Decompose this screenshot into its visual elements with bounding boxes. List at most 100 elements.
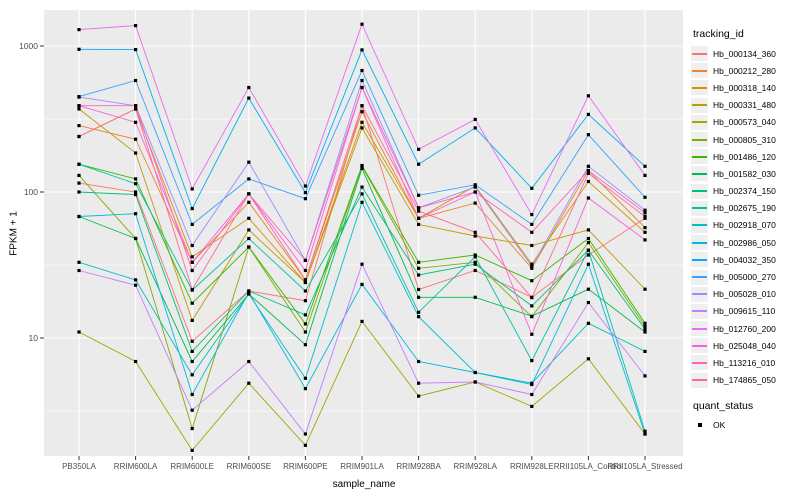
series-line-swatch-icon xyxy=(692,86,707,89)
legend-item-Hb_005000_270: Hb_005000_270 xyxy=(691,268,799,285)
x-tick-label: RRIM928LE xyxy=(510,462,554,471)
data-point xyxy=(473,380,477,384)
data-point xyxy=(417,260,421,264)
legend-item-Hb_000805_310: Hb_000805_310 xyxy=(691,131,799,148)
data-point xyxy=(530,213,534,217)
legend-key xyxy=(691,338,708,354)
data-point xyxy=(303,330,307,334)
data-point xyxy=(530,186,534,190)
data-point xyxy=(530,392,534,397)
data-point xyxy=(586,179,590,184)
data-point xyxy=(530,404,534,408)
data-point xyxy=(303,268,307,273)
data-point xyxy=(473,117,477,121)
data-point xyxy=(473,370,477,375)
legend-item-Hb_001486_120: Hb_001486_120 xyxy=(691,148,799,165)
legend-key xyxy=(691,132,708,148)
data-point xyxy=(190,339,194,343)
data-point xyxy=(417,222,421,226)
legend-item-label: Hb_174865_050 xyxy=(713,375,776,386)
data-point xyxy=(247,290,251,295)
data-point xyxy=(586,241,590,245)
data-point xyxy=(303,289,307,293)
legend-key xyxy=(691,97,708,113)
legend-key xyxy=(691,63,708,79)
series-line-swatch-icon xyxy=(692,258,707,261)
legend: tracking_id Hb_000134_360 Hb_000212_280 Hb… xyxy=(691,28,799,434)
data-point xyxy=(77,181,81,185)
data-point xyxy=(530,359,534,363)
legend-item-quant-ok: OK xyxy=(691,417,799,434)
data-point xyxy=(530,264,534,268)
legend-key xyxy=(691,321,708,337)
data-point xyxy=(643,216,647,220)
data-point xyxy=(643,214,647,219)
data-point xyxy=(360,110,364,114)
data-point xyxy=(473,262,477,266)
legend-key xyxy=(691,355,708,371)
data-point xyxy=(190,268,194,273)
data-point xyxy=(360,48,364,52)
data-point xyxy=(417,359,421,364)
data-point xyxy=(530,222,534,226)
series-line-swatch-icon xyxy=(692,69,707,72)
data-point xyxy=(134,48,138,52)
data-point xyxy=(134,151,138,155)
data-point xyxy=(303,280,307,285)
legend-item-label: Hb_025048_040 xyxy=(713,340,776,351)
data-point xyxy=(417,216,421,220)
data-point xyxy=(473,201,477,205)
data-point xyxy=(134,359,138,364)
legend-key xyxy=(691,183,708,199)
data-point xyxy=(77,104,81,108)
data-point xyxy=(473,230,477,234)
data-point xyxy=(473,183,477,187)
data-point xyxy=(190,448,194,452)
x-tick-label: RRIM600SE xyxy=(227,462,271,471)
series-line-swatch-icon xyxy=(692,155,707,158)
plot-panel xyxy=(44,10,683,456)
legend-key xyxy=(691,217,708,233)
data-point xyxy=(530,304,534,308)
legend-item-label: Hb_113216_010 xyxy=(713,357,776,368)
data-point xyxy=(247,96,251,100)
legend-quant-title: quant_status xyxy=(693,399,754,412)
legend-item-label: Hb_002918_070 xyxy=(713,220,776,231)
data-point xyxy=(417,310,421,314)
data-point xyxy=(303,376,307,380)
data-point xyxy=(303,299,307,303)
data-point xyxy=(417,162,421,166)
data-point xyxy=(530,279,534,283)
data-point xyxy=(247,236,251,241)
data-point xyxy=(360,166,364,170)
legend-item-label: Hb_002374_150 xyxy=(713,186,776,197)
data-point xyxy=(643,324,647,328)
data-point xyxy=(586,253,590,257)
legend-item-Hb_113216_010: Hb_113216_010 xyxy=(691,354,799,371)
data-point xyxy=(417,266,421,270)
data-point xyxy=(586,228,590,232)
data-point xyxy=(586,169,590,173)
series-line-swatch-icon xyxy=(692,310,707,313)
y-tick-label: 10 xyxy=(29,333,39,343)
data-point xyxy=(643,374,647,378)
data-point xyxy=(77,260,81,264)
legend-key xyxy=(691,149,708,165)
data-point xyxy=(586,196,590,200)
data-point xyxy=(643,330,647,334)
data-point xyxy=(643,349,647,353)
data-point xyxy=(247,192,251,196)
legend-item-label: OK xyxy=(713,420,726,431)
data-point xyxy=(643,164,647,168)
data-point xyxy=(473,190,477,194)
data-point xyxy=(134,182,138,186)
data-point xyxy=(134,283,138,287)
data-point xyxy=(77,173,81,177)
legend-item-Hb_009615_110: Hb_009615_110 xyxy=(691,303,799,320)
data-point xyxy=(360,185,364,189)
legend-key xyxy=(691,200,708,216)
data-point xyxy=(190,392,194,397)
data-point xyxy=(586,262,590,266)
data-point xyxy=(530,296,534,300)
